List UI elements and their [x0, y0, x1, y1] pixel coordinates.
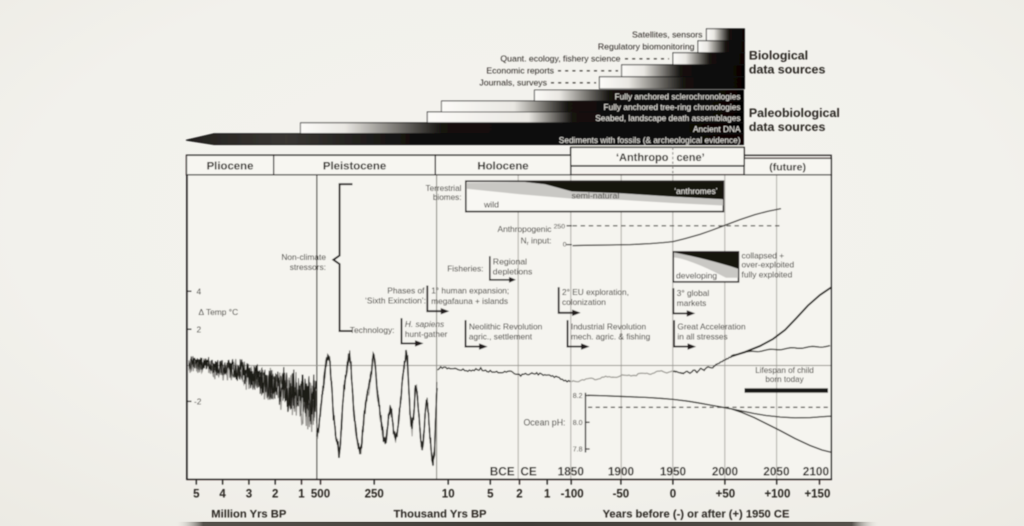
svg-text:‘anthromes’: ‘anthromes’ [674, 186, 717, 196]
svg-text:Phases of: Phases of [387, 285, 425, 295]
svg-text:developing: developing [676, 271, 717, 281]
svg-text:BCE: BCE [490, 464, 515, 478]
svg-text:-50: -50 [613, 489, 630, 501]
svg-text:data sources: data sources [749, 120, 826, 134]
svg-text:Fully anchored tree-ring chron: Fully anchored tree-ring chronologies [604, 102, 741, 112]
svg-text:5: 5 [487, 489, 494, 501]
svg-text:1° human expansion;: 1° human expansion; [431, 286, 509, 296]
svg-text:4: 4 [219, 489, 226, 501]
svg-text:+50: +50 [716, 489, 736, 501]
svg-text:stressors:: stressors: [290, 262, 326, 272]
svg-text:Sediments with fossils (& arch: Sediments with fossils (& archeological … [559, 135, 741, 145]
svg-text:10: 10 [442, 489, 455, 501]
svg-text:-100: -100 [561, 489, 584, 501]
svg-text:semi-natural: semi-natural [572, 190, 620, 200]
svg-text:Terrestrial: Terrestrial [426, 184, 462, 193]
svg-text:Pleistocene: Pleistocene [323, 161, 386, 173]
svg-text:Fully anchored sclerochronolog: Fully anchored sclerochronologies [615, 91, 741, 101]
svg-text:0: 0 [670, 489, 676, 501]
svg-text:Holocene: Holocene [477, 161, 528, 173]
svg-text:Neolithic Revolution: Neolithic Revolution [469, 321, 543, 331]
svg-text:1: 1 [544, 489, 551, 501]
svg-text:2: 2 [516, 489, 522, 501]
svg-text:2050: 2050 [763, 464, 790, 478]
svg-text:Industrial Revolution: Industrial Revolution [571, 321, 647, 331]
svg-text:Fisheries:: Fisheries: [447, 264, 483, 274]
svg-text:Δ Temp °C: Δ Temp °C [199, 307, 239, 317]
svg-text:born today: born today [765, 375, 804, 384]
svg-text:Million Yrs BP: Million Yrs BP [211, 508, 287, 520]
svg-text:Quant. ecology, fishery scienc: Quant. ecology, fishery science [500, 53, 620, 63]
svg-text:depletions: depletions [493, 266, 533, 276]
svg-text:250: 250 [365, 489, 384, 501]
svg-text:Non-climate: Non-climate [281, 252, 326, 262]
svg-text:Lifespan of child: Lifespan of child [755, 366, 814, 375]
svg-text:colonization: colonization [562, 297, 606, 307]
svg-text:wild: wild [483, 200, 499, 210]
svg-text:Satellites, sensors: Satellites, sensors [632, 29, 703, 39]
svg-text:hunt-gather: hunt-gather [405, 329, 448, 339]
svg-text:4: 4 [197, 286, 202, 296]
svg-text:+150: +150 [804, 489, 830, 501]
svg-text:2° EU exploration,: 2° EU exploration, [562, 287, 629, 297]
svg-text:markets: markets [677, 298, 707, 308]
svg-text:Regional: Regional [493, 256, 527, 266]
svg-text:CE: CE [520, 464, 537, 478]
svg-text:(future): (future) [769, 162, 806, 174]
svg-text:Ancient DNA: Ancient DNA [693, 124, 741, 134]
svg-text:data sources: data sources [749, 63, 826, 77]
svg-text:Biological: Biological [749, 49, 808, 63]
svg-text:collapsed +: collapsed + [742, 251, 785, 261]
svg-text:Regulatory biomonitoring: Regulatory biomonitoring [598, 41, 695, 51]
svg-text:fully exploited: fully exploited [742, 270, 793, 280]
svg-text:1: 1 [298, 489, 305, 501]
svg-text:1900: 1900 [608, 464, 635, 478]
svg-text:+100: +100 [764, 489, 790, 501]
svg-text:Economic reports: Economic reports [486, 65, 554, 75]
svg-text:8.2: 8.2 [573, 393, 583, 400]
svg-text:Paleobiological: Paleobiological [749, 106, 840, 120]
svg-text:biomes:: biomes: [433, 193, 462, 202]
svg-text:3° global: 3° global [677, 288, 710, 298]
svg-text:Technology:: Technology: [350, 325, 395, 335]
svg-text:2: 2 [272, 489, 278, 501]
svg-text:8.0: 8.0 [573, 420, 583, 427]
svg-text:5: 5 [193, 489, 200, 501]
svg-text:-2: -2 [194, 397, 202, 407]
svg-text:500: 500 [311, 489, 330, 501]
svg-text:mech. agric. & fishing: mech. agric. & fishing [571, 331, 651, 341]
svg-text:agric., settlement: agric., settlement [469, 331, 533, 341]
svg-text:7.8: 7.8 [573, 447, 583, 454]
svg-text:‘Anthropo: ‘Anthropo [616, 152, 669, 164]
svg-text:over-exploited: over-exploited [742, 260, 795, 270]
svg-text:Nr input:: Nr input: [521, 235, 552, 247]
svg-text:Great Acceleration: Great Acceleration [677, 321, 746, 331]
svg-text:in all stresses: in all stresses [677, 331, 727, 341]
svg-text:1850: 1850 [558, 464, 585, 478]
svg-text:Years before (-) or after (+): Years before (-) or after (+) 1950 CE [603, 508, 790, 520]
svg-text:3: 3 [246, 489, 252, 501]
svg-text:H. sapiens: H. sapiens [405, 319, 444, 329]
svg-text:Journals, surveys: Journals, surveys [479, 77, 547, 87]
svg-text:Anthropogenic: Anthropogenic [497, 224, 551, 234]
svg-text:Seabed, landscape death assemb: Seabed, landscape death assemblages [595, 113, 740, 123]
svg-text:1950: 1950 [660, 464, 687, 478]
svg-text:250: 250 [554, 223, 566, 230]
svg-text:cene’: cene’ [677, 152, 705, 164]
svg-text:2000: 2000 [712, 464, 739, 478]
svg-text:Thousand Yrs BP: Thousand Yrs BP [393, 508, 487, 520]
svg-text:megafauna + islands: megafauna + islands [431, 296, 508, 306]
svg-text:2100: 2100 [803, 464, 830, 478]
svg-text:Ocean pH:: Ocean pH: [523, 418, 565, 428]
svg-text:0: 0 [563, 241, 567, 248]
svg-text:‘Sixth Exinction’:: ‘Sixth Exinction’: [365, 296, 426, 306]
svg-text:2: 2 [197, 324, 202, 334]
svg-text:Pliocene: Pliocene [207, 161, 254, 173]
